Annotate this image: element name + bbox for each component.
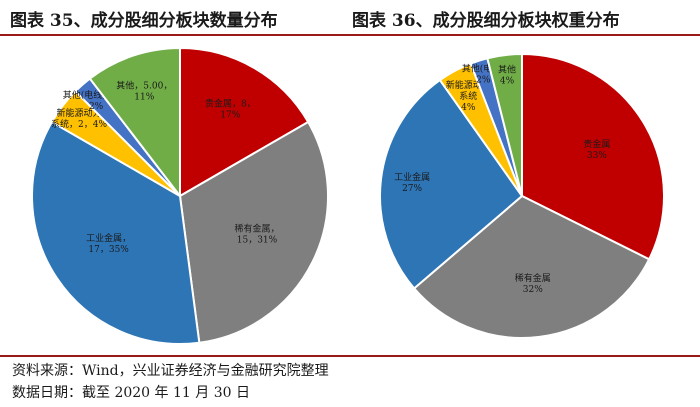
pie-slice-count-5 bbox=[88, 46, 181, 199]
slice-label-count-2: 工业金属， 17，35% bbox=[86, 232, 131, 255]
slice-label-count-3: 新能源动力系统，2，4% bbox=[51, 107, 107, 130]
pie-slice-weight-1 bbox=[412, 194, 651, 339]
footer-divider bbox=[0, 355, 700, 357]
pie-slice-weight-2 bbox=[379, 78, 524, 290]
pie-chart-count: 贵金属，8， 17% 稀有金属， 15，31% 工业金属， 17，35% 新能源动力系统，2… bbox=[31, 46, 329, 345]
slice-label-weight-0: 贵金属 33% bbox=[583, 138, 610, 161]
date-note: 数据日期：截至 2020 年 11 月 30 日 bbox=[12, 385, 250, 401]
pie-slice-weight-0 bbox=[521, 52, 665, 261]
pie-slice-weight-5 bbox=[486, 52, 523, 197]
chart-title-count: 图表 35、成分股细分板块数量分布 bbox=[10, 11, 278, 31]
slice-label-weight-1: 稀有金属 32% bbox=[515, 272, 551, 295]
slice-label-weight-5: 其他 4% bbox=[498, 63, 516, 86]
pie-slice-count-0 bbox=[179, 46, 310, 198]
pie-slice-count-1 bbox=[178, 120, 329, 344]
slice-label-weight-2: 工业金属 27% bbox=[394, 171, 430, 194]
chart-title-weight: 图表 36、成分股细分板块权重分布 bbox=[352, 11, 620, 31]
slice-label-count-0: 贵金属，8， 17% bbox=[205, 97, 256, 120]
pie-slice-count-2 bbox=[31, 120, 201, 345]
source-note: 资料来源：Wind，兴业证券经济与金融研究院整理 bbox=[12, 363, 329, 379]
slice-label-count-5: 其他，5.00， 11% bbox=[116, 79, 172, 102]
slice-label-count-1: 稀有金属， 15，31% bbox=[234, 222, 279, 245]
title-divider bbox=[0, 34, 700, 36]
pie-chart-weight: 贵金属 33%稀有金属 32%工业金属 27%新能源动力系统 4%其他(电线) 2%其他 4… bbox=[379, 52, 665, 339]
